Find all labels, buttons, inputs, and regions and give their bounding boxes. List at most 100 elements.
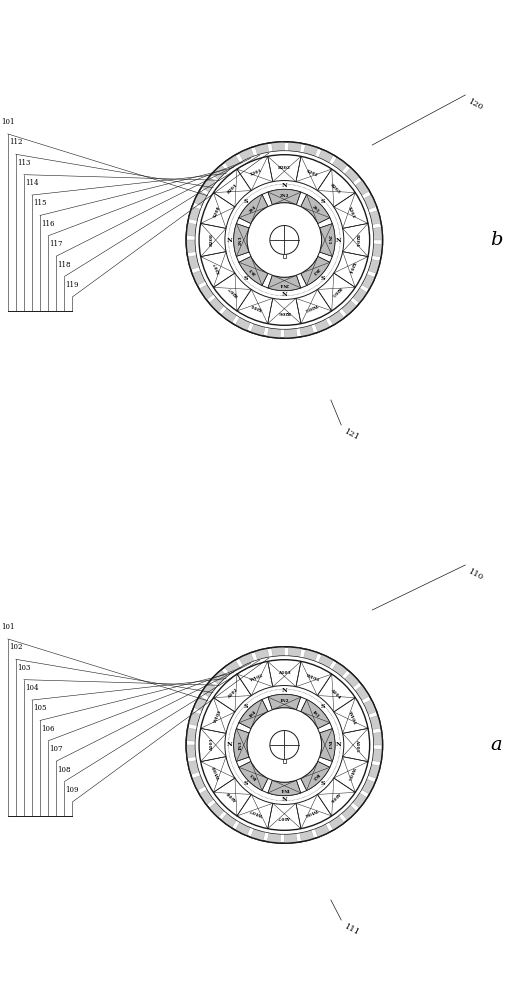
Polygon shape <box>344 673 360 688</box>
Text: B203: B203 <box>329 183 342 195</box>
Ellipse shape <box>186 647 383 843</box>
Text: 101: 101 <box>1 118 14 126</box>
Polygon shape <box>186 728 197 741</box>
Polygon shape <box>221 308 237 323</box>
Text: 104: 104 <box>25 684 39 692</box>
Text: 105: 105 <box>33 704 47 712</box>
Polygon shape <box>361 274 375 289</box>
Text: X201: X201 <box>250 169 263 177</box>
Polygon shape <box>224 660 240 674</box>
Text: 106: 106 <box>41 725 55 733</box>
Text: 2N2: 2N2 <box>280 194 289 198</box>
Text: 116: 116 <box>41 220 55 228</box>
Polygon shape <box>186 223 197 236</box>
Text: N: N <box>281 688 287 693</box>
Text: 111: 111 <box>343 923 360 937</box>
Text: W101: W101 <box>213 710 222 725</box>
Polygon shape <box>301 761 330 790</box>
Text: 2S3: 2S3 <box>249 267 257 275</box>
Text: A104: A104 <box>330 688 341 700</box>
Text: B205: B205 <box>329 285 342 297</box>
Polygon shape <box>188 760 200 775</box>
Polygon shape <box>239 256 268 285</box>
Text: A102: A102 <box>227 688 239 700</box>
Polygon shape <box>193 191 207 206</box>
Polygon shape <box>344 168 360 183</box>
Polygon shape <box>301 195 330 224</box>
Text: S: S <box>321 276 325 281</box>
Polygon shape <box>212 165 227 180</box>
Polygon shape <box>192 270 205 285</box>
Text: 2S1: 2S1 <box>311 205 320 213</box>
Ellipse shape <box>199 155 370 325</box>
Polygon shape <box>303 649 318 661</box>
Polygon shape <box>320 224 335 256</box>
Polygon shape <box>318 654 333 668</box>
Polygon shape <box>202 177 216 192</box>
Text: 107: 107 <box>50 745 63 753</box>
Polygon shape <box>271 647 284 657</box>
Text: 110: 110 <box>467 568 484 582</box>
Text: S: S <box>244 781 248 786</box>
Text: 1N3: 1N3 <box>238 740 242 750</box>
Text: 108: 108 <box>57 766 71 774</box>
Polygon shape <box>192 775 205 790</box>
Polygon shape <box>239 653 254 666</box>
Polygon shape <box>329 816 344 830</box>
Polygon shape <box>268 694 301 710</box>
Polygon shape <box>368 764 380 779</box>
Text: S: S <box>321 781 325 786</box>
Text: A108: A108 <box>227 790 239 802</box>
Text: B201: B201 <box>227 183 239 195</box>
Ellipse shape <box>270 226 299 254</box>
Polygon shape <box>251 829 265 841</box>
Polygon shape <box>332 157 347 172</box>
Text: 119: 119 <box>66 281 79 289</box>
Text: 102: 102 <box>9 643 23 651</box>
Polygon shape <box>353 288 367 303</box>
Ellipse shape <box>270 731 299 759</box>
Polygon shape <box>193 696 207 711</box>
Text: 1N1: 1N1 <box>326 740 330 750</box>
Polygon shape <box>372 244 383 257</box>
Text: S: S <box>244 276 248 281</box>
Ellipse shape <box>195 151 373 329</box>
Polygon shape <box>301 700 330 729</box>
Polygon shape <box>369 210 381 225</box>
Polygon shape <box>288 647 301 657</box>
Polygon shape <box>355 685 370 701</box>
Text: 2S4: 2S4 <box>249 205 257 213</box>
Polygon shape <box>189 711 201 726</box>
Bar <box>283 254 286 258</box>
Polygon shape <box>199 789 214 805</box>
Text: 120: 120 <box>467 98 484 112</box>
Text: 101: 101 <box>1 623 14 631</box>
Text: X202: X202 <box>306 169 318 177</box>
Text: A105: A105 <box>355 739 359 751</box>
Polygon shape <box>315 824 330 837</box>
Text: N: N <box>336 237 342 242</box>
Ellipse shape <box>195 656 373 834</box>
Polygon shape <box>271 142 284 152</box>
Polygon shape <box>239 700 268 729</box>
Ellipse shape <box>225 181 344 299</box>
Text: S: S <box>244 199 248 204</box>
Text: 109: 109 <box>66 786 79 794</box>
Ellipse shape <box>247 708 322 782</box>
Text: 1S2: 1S2 <box>311 772 320 780</box>
Polygon shape <box>353 793 367 808</box>
Polygon shape <box>301 256 330 285</box>
Text: W108: W108 <box>213 765 222 780</box>
Polygon shape <box>332 662 347 677</box>
Polygon shape <box>251 324 265 336</box>
Polygon shape <box>255 143 269 155</box>
Polygon shape <box>209 297 224 312</box>
Polygon shape <box>288 142 301 152</box>
Ellipse shape <box>225 686 344 804</box>
Text: B202: B202 <box>278 166 291 170</box>
Text: N: N <box>336 742 342 748</box>
Text: a: a <box>491 736 502 754</box>
Text: B208: B208 <box>210 234 214 246</box>
Polygon shape <box>300 830 314 842</box>
Text: N: N <box>281 292 287 297</box>
